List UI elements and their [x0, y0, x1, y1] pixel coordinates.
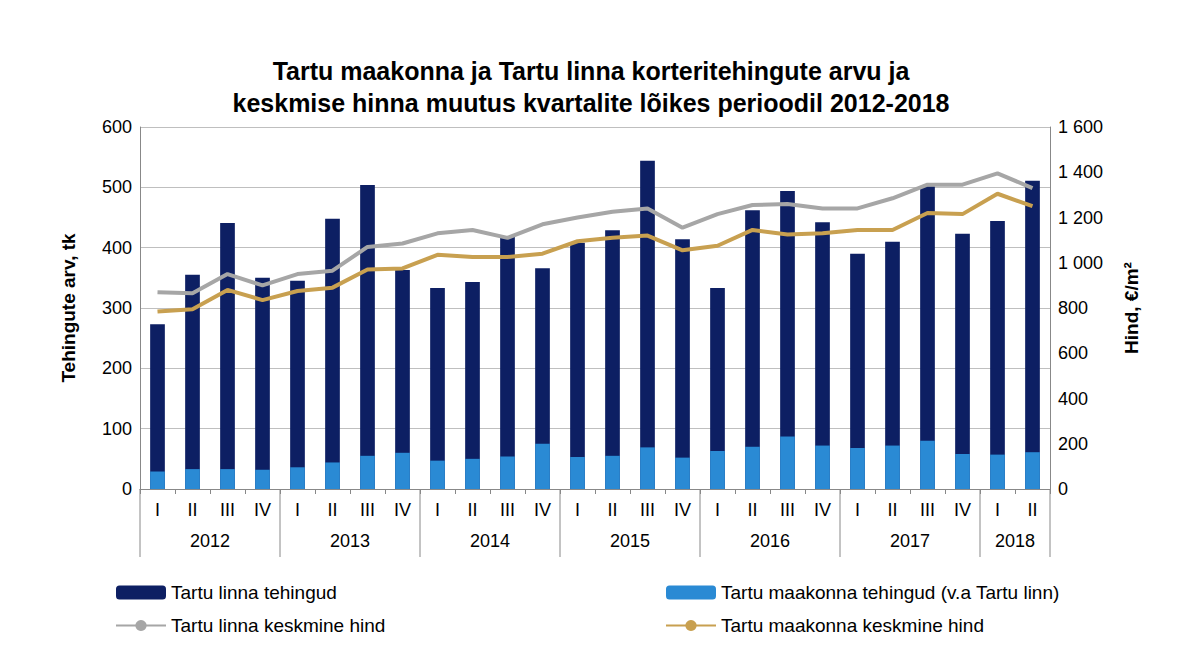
svg-text:0: 0 [1058, 479, 1068, 499]
svg-text:II: II [1027, 500, 1037, 520]
svg-text:Tartu linna tehingud: Tartu linna tehingud [171, 582, 337, 603]
svg-text:I: I [155, 500, 160, 520]
svg-text:800: 800 [1058, 298, 1088, 318]
svg-text:II: II [327, 500, 337, 520]
svg-text:I: I [995, 500, 1000, 520]
svg-text:II: II [187, 500, 197, 520]
svg-text:III: III [640, 500, 655, 520]
svg-text:Tartu maakonna ja Tartu linna: Tartu maakonna ja Tartu linna korteriteh… [273, 57, 911, 85]
svg-text:600: 600 [1058, 343, 1088, 363]
svg-text:2013: 2013 [330, 531, 370, 551]
svg-text:II: II [607, 500, 617, 520]
svg-text:2016: 2016 [750, 531, 790, 551]
svg-text:400: 400 [1058, 389, 1088, 409]
svg-text:I: I [715, 500, 720, 520]
svg-text:III: III [500, 500, 515, 520]
svg-text:IV: IV [814, 500, 831, 520]
svg-text:II: II [747, 500, 757, 520]
svg-text:1 400: 1 400 [1058, 162, 1103, 182]
svg-text:2012: 2012 [190, 531, 230, 551]
svg-text:Tartu linna keskmine hind: Tartu linna keskmine hind [171, 615, 385, 636]
svg-text:I: I [295, 500, 300, 520]
svg-text:IV: IV [254, 500, 271, 520]
svg-text:100: 100 [102, 419, 132, 439]
svg-text:II: II [467, 500, 477, 520]
svg-text:400: 400 [102, 238, 132, 258]
svg-text:200: 200 [102, 358, 132, 378]
svg-text:I: I [855, 500, 860, 520]
svg-text:2017: 2017 [890, 531, 930, 551]
svg-text:III: III [220, 500, 235, 520]
svg-text:III: III [920, 500, 935, 520]
svg-text:600: 600 [102, 117, 132, 137]
svg-text:2018: 2018 [995, 531, 1035, 551]
svg-text:2015: 2015 [610, 531, 650, 551]
svg-text:I: I [575, 500, 580, 520]
svg-text:IV: IV [954, 500, 971, 520]
svg-text:Tartu maakonna keskmine hind: Tartu maakonna keskmine hind [721, 615, 984, 636]
svg-text:III: III [780, 500, 795, 520]
svg-text:1 000: 1 000 [1058, 253, 1103, 273]
svg-text:1 600: 1 600 [1058, 117, 1103, 137]
svg-text:2014: 2014 [470, 531, 510, 551]
svg-text:Tartu maakonna tehingud (v.a T: Tartu maakonna tehingud (v.a Tartu linn) [721, 582, 1059, 603]
svg-text:IV: IV [394, 500, 411, 520]
svg-text:keskmise hinna muutus kvartali: keskmise hinna muutus kvartalite lõikes … [233, 89, 950, 117]
svg-text:Hind, €/m²: Hind, €/m² [1121, 262, 1142, 354]
svg-text:I: I [435, 500, 440, 520]
svg-text:500: 500 [102, 177, 132, 197]
svg-text:IV: IV [534, 500, 551, 520]
svg-text:Tehingute arv, tk: Tehingute arv, tk [58, 233, 79, 383]
svg-text:300: 300 [102, 298, 132, 318]
svg-text:III: III [360, 500, 375, 520]
svg-text:200: 200 [1058, 434, 1088, 454]
svg-text:0: 0 [122, 479, 132, 499]
svg-text:II: II [887, 500, 897, 520]
svg-text:1 200: 1 200 [1058, 208, 1103, 228]
svg-text:IV: IV [674, 500, 691, 520]
